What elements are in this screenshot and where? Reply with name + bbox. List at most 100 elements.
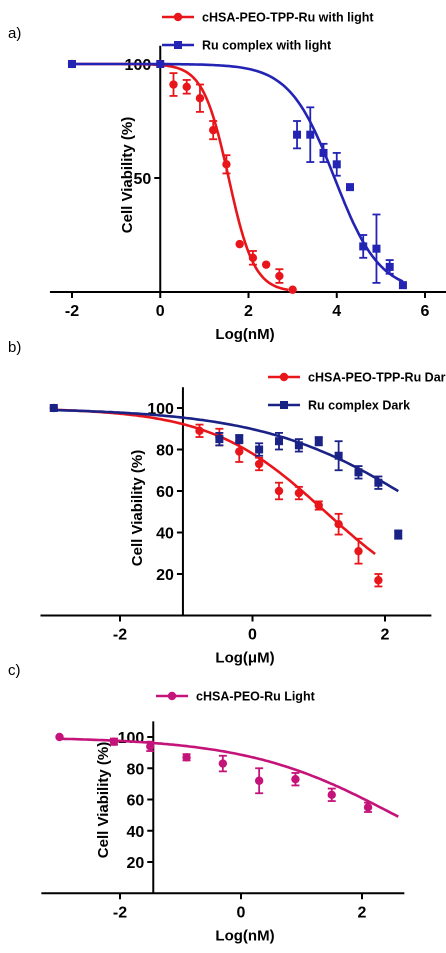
fit-curve xyxy=(53,408,376,556)
data-point xyxy=(274,486,284,496)
data-point xyxy=(182,82,191,92)
legend-label: cHSA-PEO-TPP-Ru Dark xyxy=(308,371,446,385)
legend-label: cHSA-PEO-Ru Light xyxy=(196,690,316,704)
legend-label: Ru complex with light xyxy=(202,39,332,53)
series-1: cHSA-PEO-Ru Light xyxy=(55,690,399,818)
data-point xyxy=(254,459,264,469)
x-tick-label: -2 xyxy=(113,627,127,644)
data-point xyxy=(275,437,283,446)
legend-marker xyxy=(280,401,288,409)
y-tick-label: 60 xyxy=(126,793,144,810)
x-tick-label: 6 xyxy=(421,303,430,320)
panel-label: a) xyxy=(8,25,21,42)
data-point xyxy=(319,148,328,157)
series-1: cHSA-PEO-TPP-Ru Dark xyxy=(49,371,446,588)
data-point xyxy=(235,239,244,249)
data-point xyxy=(291,774,300,784)
data-point xyxy=(294,441,303,450)
x-tick-label: 2 xyxy=(358,904,367,921)
data-point xyxy=(294,488,304,498)
data-point xyxy=(288,285,297,294)
data-point xyxy=(314,437,323,446)
data-point xyxy=(195,426,204,436)
data-point xyxy=(345,183,354,192)
x-tick-label: 0 xyxy=(156,303,165,320)
series-2: Ru complex with light xyxy=(68,39,407,290)
x-tick-label: 2 xyxy=(244,303,253,320)
panel-label: b) xyxy=(8,339,21,356)
data-point xyxy=(215,435,224,444)
chart-panel-3: c) -2 0 2 20 40 60 80 100 Log(nM) Cell Viability (… xyxy=(8,662,405,944)
y-tick-label: 60 xyxy=(156,484,174,501)
y-tick-label: 100 xyxy=(118,730,145,747)
data-point xyxy=(293,130,302,139)
data-point xyxy=(363,803,373,812)
legend-label: Ru complex Dark xyxy=(308,399,410,413)
fit-curve xyxy=(53,408,399,493)
y-tick-label: 20 xyxy=(156,567,174,584)
legend-marker xyxy=(167,691,177,701)
data-point xyxy=(332,160,341,169)
data-point xyxy=(314,501,323,510)
y-tick-label: 80 xyxy=(156,443,174,460)
data-point xyxy=(55,732,64,742)
data-point xyxy=(261,260,271,269)
data-point xyxy=(374,478,383,487)
data-point xyxy=(385,262,394,271)
data-point xyxy=(195,94,205,103)
series-1: cHSA-PEO-TPP-Ru with light xyxy=(67,11,374,294)
x-axis-label: Log(nM) xyxy=(215,927,274,944)
data-point xyxy=(218,759,228,768)
x-tick-label: 2 xyxy=(381,627,390,644)
data-point xyxy=(222,160,231,169)
data-point xyxy=(255,445,264,454)
x-tick-label: 0 xyxy=(237,904,246,921)
data-point xyxy=(334,451,343,460)
x-tick-label: -2 xyxy=(113,904,127,921)
data-point xyxy=(49,404,58,412)
data-point xyxy=(374,576,383,585)
data-point xyxy=(354,468,363,477)
data-point xyxy=(68,60,76,68)
fit-curve xyxy=(72,62,404,283)
y-tick-label: 20 xyxy=(126,855,144,872)
data-point xyxy=(394,530,403,539)
y-tick-label: 50 xyxy=(133,171,151,188)
y-tick-label: 80 xyxy=(126,761,144,778)
data-point xyxy=(209,125,218,135)
data-point xyxy=(169,80,178,89)
data-point xyxy=(182,753,191,762)
data-point xyxy=(109,737,119,746)
legend-marker xyxy=(173,12,183,22)
legend-marker xyxy=(279,372,289,382)
y-axis-label: Cell Viability (%) xyxy=(95,742,112,858)
data-point xyxy=(372,244,381,253)
data-point xyxy=(359,242,368,251)
data-point xyxy=(235,447,244,456)
x-tick-label: -2 xyxy=(65,303,79,320)
y-axis-label: Cell Viability (%) xyxy=(129,450,146,566)
data-point xyxy=(275,271,284,281)
data-point xyxy=(235,435,244,444)
data-point xyxy=(254,776,264,785)
data-point xyxy=(354,546,363,556)
data-point xyxy=(248,253,258,262)
panel-label: c) xyxy=(8,662,21,679)
y-axis-label: Cell Viability (%) xyxy=(119,117,136,233)
data-point xyxy=(398,281,407,290)
data-point xyxy=(334,520,343,529)
x-axis-label: Log(μM) xyxy=(215,650,274,667)
data-point xyxy=(156,60,165,68)
data-point xyxy=(327,790,336,800)
data-point xyxy=(306,130,315,139)
series-2: Ru complex Dark xyxy=(49,399,410,540)
legend-label: cHSA-PEO-TPP-Ru with light xyxy=(202,11,374,25)
x-tick-label: 0 xyxy=(248,627,257,644)
x-tick-label: 4 xyxy=(332,303,341,320)
legend-marker xyxy=(174,41,182,49)
data-point xyxy=(146,742,155,751)
x-axis-label: Log(nM) xyxy=(215,326,274,343)
